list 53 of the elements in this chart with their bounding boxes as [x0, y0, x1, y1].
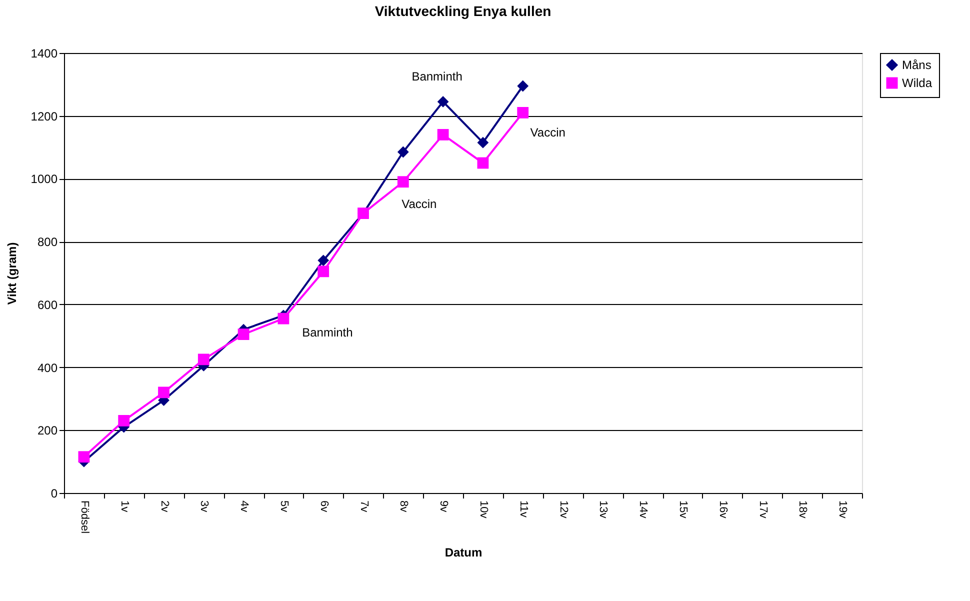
annotation: Banminth: [412, 70, 462, 84]
x-axis-title: Datum: [444, 546, 482, 560]
y-tick-label: 800: [37, 235, 58, 250]
y-tick-label: 1400: [30, 46, 58, 60]
x-tick-label: 13v: [597, 500, 610, 519]
y-tick-label: 1200: [30, 109, 58, 124]
x-tick-label: 16v: [716, 500, 729, 519]
point: [477, 136, 489, 148]
point: [437, 96, 449, 108]
x-tick-label: 5v: [278, 500, 290, 513]
x-tick-label: 12v: [557, 500, 570, 519]
x-tick-label: 3v: [198, 500, 210, 513]
point: [318, 254, 330, 266]
x-tick-label: 9v: [438, 500, 450, 513]
y-axis-title: Vikt (gram): [4, 242, 19, 305]
x-tick-label: 14v: [637, 500, 650, 519]
point: [198, 354, 210, 366]
x-tick-label: 8v: [398, 500, 410, 513]
x-tick-label: Födsel: [78, 500, 90, 534]
legend-label: Måns: [902, 58, 932, 72]
point: [238, 328, 250, 340]
y-tick-label: 200: [37, 424, 58, 438]
annotation: Vaccin: [530, 126, 566, 140]
annotation: Vaccin: [402, 196, 437, 211]
y-tick-label: 1000: [30, 172, 58, 186]
x-tick-label: 4v: [238, 500, 250, 513]
x-tick-label: 11v: [517, 500, 530, 518]
x-tick-label: 7v: [358, 500, 370, 513]
point: [517, 80, 529, 92]
point: [78, 451, 90, 463]
point: [118, 415, 130, 426]
point: [278, 312, 290, 324]
point: [477, 157, 489, 169]
y-tick-label: 400: [37, 360, 58, 375]
chart-title: Viktutveckling Enya kullen: [374, 3, 552, 19]
point: [517, 107, 529, 118]
point: [437, 129, 449, 140]
x-tick-label: 17v: [756, 500, 769, 519]
x-tick-label: 15v: [676, 500, 689, 519]
y-tick-label: 600: [37, 298, 58, 312]
x-tick-label: 19v: [836, 500, 849, 519]
point: [318, 266, 330, 278]
y-tick-label: 0: [50, 486, 58, 500]
x-tick-label: 2v: [158, 500, 170, 513]
x-tick-label: 6v: [318, 500, 330, 513]
x-tick-label: 10v: [477, 500, 490, 519]
point: [397, 176, 409, 188]
x-tick-label: 18v: [796, 500, 809, 519]
legend-label: Wilda: [902, 76, 932, 90]
point: [158, 386, 170, 398]
x-tick-label: 1v: [118, 500, 130, 513]
annotation: Banminth: [302, 326, 353, 340]
point: [397, 146, 409, 158]
